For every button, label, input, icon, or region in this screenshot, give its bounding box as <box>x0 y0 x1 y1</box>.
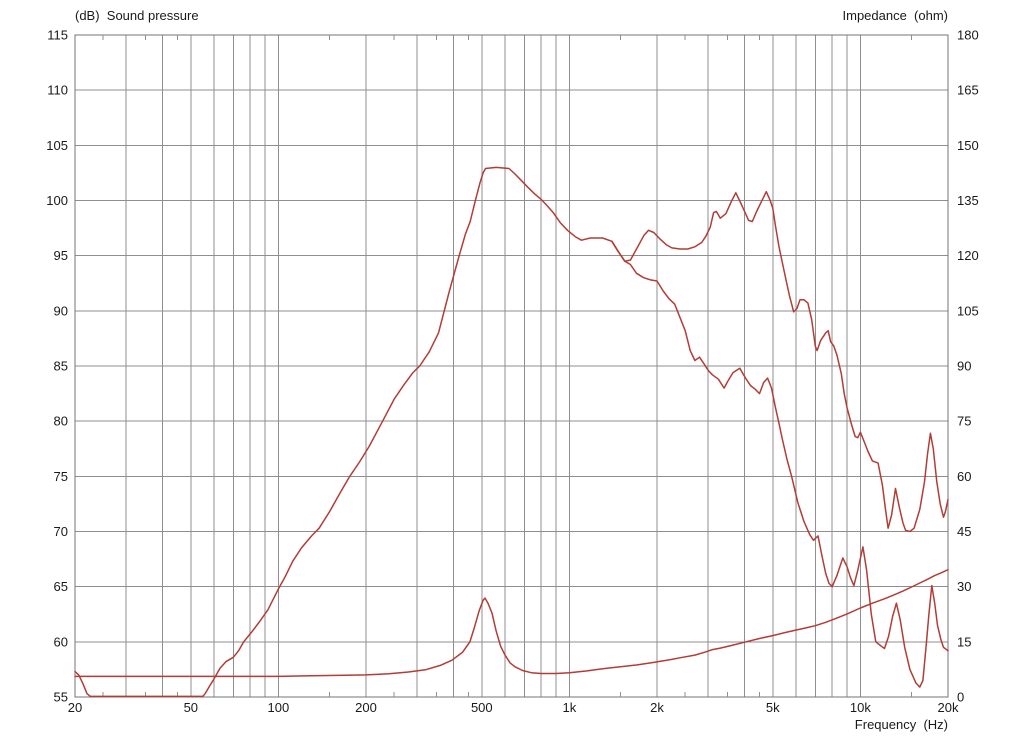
x-tick-label: 2k <box>650 700 664 715</box>
sound-pressure-on-axis-curve <box>74 166 949 698</box>
left-axis-title: (dB) Sound pressure <box>75 8 199 23</box>
left-tick-label: 55 <box>54 690 68 705</box>
left-tick-label: 85 <box>54 359 68 374</box>
x-tick-label: 1k <box>563 700 577 715</box>
left-tick-label: 95 <box>54 248 68 263</box>
right-tick-label: 75 <box>957 414 971 429</box>
x-tick-label: 200 <box>355 700 377 715</box>
right-tick-label: 30 <box>957 579 971 594</box>
left-tick-label: 115 <box>47 28 68 43</box>
label-layer: 20 50 100 200 500 1k 2k 5k 10k 20k 115 110 105 100 95 9… <box>46 28 978 716</box>
right-tick-label: 90 <box>957 359 971 374</box>
left-tick-label: 80 <box>54 414 68 429</box>
impedance-curve <box>74 568 949 678</box>
right-tick-label: 180 <box>957 28 979 43</box>
left-tick-label: 70 <box>54 524 68 539</box>
x-tick-label: 10k <box>850 700 871 715</box>
right-tick-label: 120 <box>957 248 979 263</box>
left-tick-label: 105 <box>46 138 68 153</box>
x-tick-label: 20 <box>68 700 82 715</box>
right-tick-label: 15 <box>957 634 971 649</box>
tick-layer <box>102 35 913 697</box>
right-tick-label: 45 <box>957 524 971 539</box>
left-tick-label: 75 <box>54 469 68 484</box>
left-tick-label: 90 <box>54 303 68 318</box>
right-axis-title: Impedance (ohm) <box>843 8 949 23</box>
x-axis-title: Frequency (Hz) <box>855 717 948 732</box>
sound-pressure-off-axis-curve <box>611 240 949 688</box>
right-tick-label: 135 <box>957 193 979 208</box>
grid-layer <box>74 34 949 698</box>
x-tick-label: 500 <box>471 700 493 715</box>
left-tick-label: 60 <box>54 634 68 649</box>
left-tick-label: 110 <box>47 83 68 98</box>
x-tick-label: 20k <box>938 700 959 715</box>
left-tick-label: 65 <box>54 579 68 594</box>
x-tick-label: 5k <box>766 700 780 715</box>
right-tick-label: 60 <box>957 469 971 484</box>
left-tick-label: 100 <box>46 193 68 208</box>
x-tick-label: 100 <box>268 700 290 715</box>
right-tick-label: 150 <box>957 138 979 153</box>
x-tick-label: 50 <box>184 700 198 715</box>
plot-frame <box>74 34 949 698</box>
curve-layer <box>74 166 949 698</box>
right-tick-label: 105 <box>957 303 979 318</box>
right-tick-label: 165 <box>957 83 979 98</box>
right-tick-label: 0 <box>957 690 964 705</box>
